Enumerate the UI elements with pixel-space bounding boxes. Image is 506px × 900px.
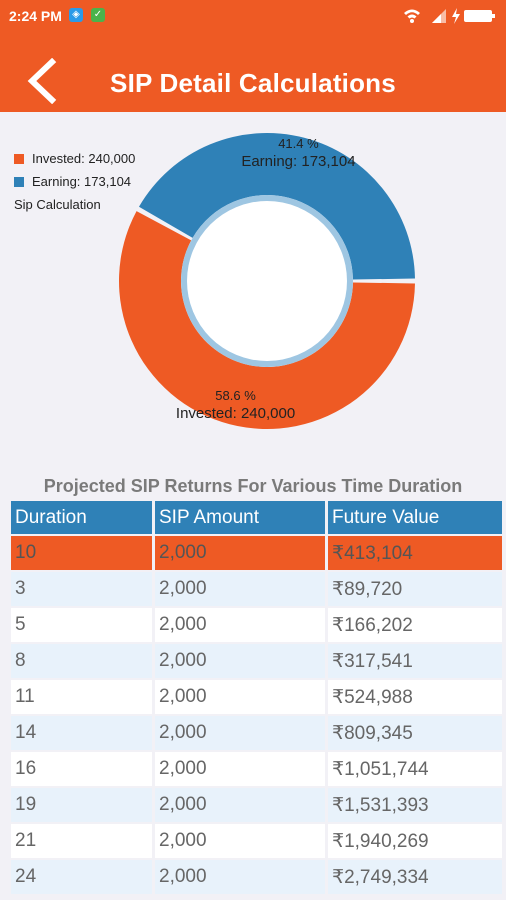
cell-duration: 11 (11, 680, 152, 714)
cell-future-value: ₹2,749,334 (328, 860, 502, 894)
donut-slice-earning[interactable] (138, 133, 415, 280)
status-bar: 2:24 PM ◈ ✓ (0, 0, 506, 32)
cell-future-value: ₹809,345 (328, 716, 502, 750)
cell-sip-amount: 2,000 (155, 680, 325, 714)
legend-item-invested: Invested: 240,000 (14, 150, 135, 173)
table-row[interactable]: 3 2,000 ₹89,720 (11, 572, 502, 606)
column-header-duration: Duration (11, 501, 152, 534)
chevron-left-icon[interactable] (22, 58, 62, 104)
cell-future-value: ₹317,541 (328, 644, 502, 678)
wifi-icon (404, 9, 420, 23)
chart-legend: Invested: 240,000 Earning: 173,104 Sip C… (14, 150, 135, 219)
cell-sip-amount: 2,000 (155, 536, 325, 570)
cell-future-value: ₹524,988 (328, 680, 502, 714)
donut-hole (187, 201, 347, 361)
cell-duration: 5 (11, 608, 152, 642)
cell-future-value: ₹1,051,744 (328, 752, 502, 786)
cell-duration: 8 (11, 644, 152, 678)
table-row[interactable]: 11 2,000 ₹524,988 (11, 680, 502, 714)
cell-sip-amount: 2,000 (155, 752, 325, 786)
legend-item-earning: Earning: 173,104 (14, 173, 135, 196)
cell-sip-amount: 2,000 (155, 824, 325, 858)
cell-duration: 16 (11, 752, 152, 786)
legend-swatch-invested (14, 154, 24, 164)
cell-future-value: ₹89,720 (328, 572, 502, 606)
notification-icon-blue: ◈ (69, 8, 83, 22)
slice-percent-label-invested: 58.6 % (215, 388, 256, 403)
legend-label-earning: Earning: 173,104 (32, 174, 132, 189)
cell-sip-amount: 2,000 (155, 788, 325, 822)
cell-duration: 3 (11, 572, 152, 606)
slice-value-label-earning: Earning: 173,104 (241, 153, 355, 170)
table-header-row: Duration SIP Amount Future Value (11, 501, 502, 534)
cell-sip-amount: 2,000 (155, 608, 325, 642)
donut-slice-invested[interactable] (119, 211, 415, 429)
cell-sip-amount: 2,000 (155, 860, 325, 894)
app-bar: SIP Detail Calculations (0, 32, 506, 112)
cell-future-value: ₹1,940,269 (328, 824, 502, 858)
cell-duration: 10 (11, 536, 152, 570)
signal-icon (432, 9, 446, 23)
table-row[interactable]: 16 2,000 ₹1,051,744 (11, 752, 502, 786)
cell-duration: 21 (11, 824, 152, 858)
slice-value-label-invested: Invested: 240,000 (176, 405, 295, 422)
table-row[interactable]: 10 2,000 ₹413,104 (11, 536, 502, 570)
page-title: SIP Detail Calculations (110, 68, 396, 98)
cell-duration: 19 (11, 788, 152, 822)
cell-future-value: ₹1,531,393 (328, 788, 502, 822)
cell-duration: 24 (11, 860, 152, 894)
table-row[interactable]: 21 2,000 ₹1,940,269 (11, 824, 502, 858)
charging-bolt-icon (452, 8, 460, 24)
cell-sip-amount: 2,000 (155, 644, 325, 678)
status-time: 2:24 PM (9, 8, 62, 24)
cell-sip-amount: 2,000 (155, 716, 325, 750)
projection-table: Duration SIP Amount Future Value 10 2,000… (8, 499, 505, 896)
legend-label-invested: Invested: 240,000 (32, 151, 136, 166)
table-title: Projected SIP Returns For Various Time D… (43, 476, 463, 496)
table-row[interactable]: 5 2,000 ₹166,202 (11, 608, 502, 642)
table-row[interactable]: 14 2,000 ₹809,345 (11, 716, 502, 750)
cell-sip-amount: 2,000 (155, 572, 325, 606)
column-header-future-value: Future Value (328, 501, 502, 534)
cell-future-value: ₹166,202 (328, 608, 502, 642)
notification-icon-green: ✓ (91, 8, 105, 22)
cell-future-value: ₹413,104 (328, 536, 502, 570)
cell-duration: 14 (11, 716, 152, 750)
slice-percent-label-earning: 41.4 % (278, 136, 319, 151)
chart-description: Sip Calculation (14, 197, 101, 212)
table-row[interactable]: 24 2,000 ₹2,749,334 (11, 860, 502, 894)
sip-donut-chart: 58.6 % Invested: 240,000 41.4 % Earning: 17… (119, 133, 415, 429)
column-header-sip-amount: SIP Amount (155, 501, 325, 534)
table-row[interactable]: 19 2,000 ₹1,531,393 (11, 788, 502, 822)
status-icons (404, 8, 495, 24)
table-row[interactable]: 8 2,000 ₹317,541 (11, 644, 502, 678)
battery-icon (464, 10, 495, 22)
legend-swatch-earning (14, 177, 24, 187)
